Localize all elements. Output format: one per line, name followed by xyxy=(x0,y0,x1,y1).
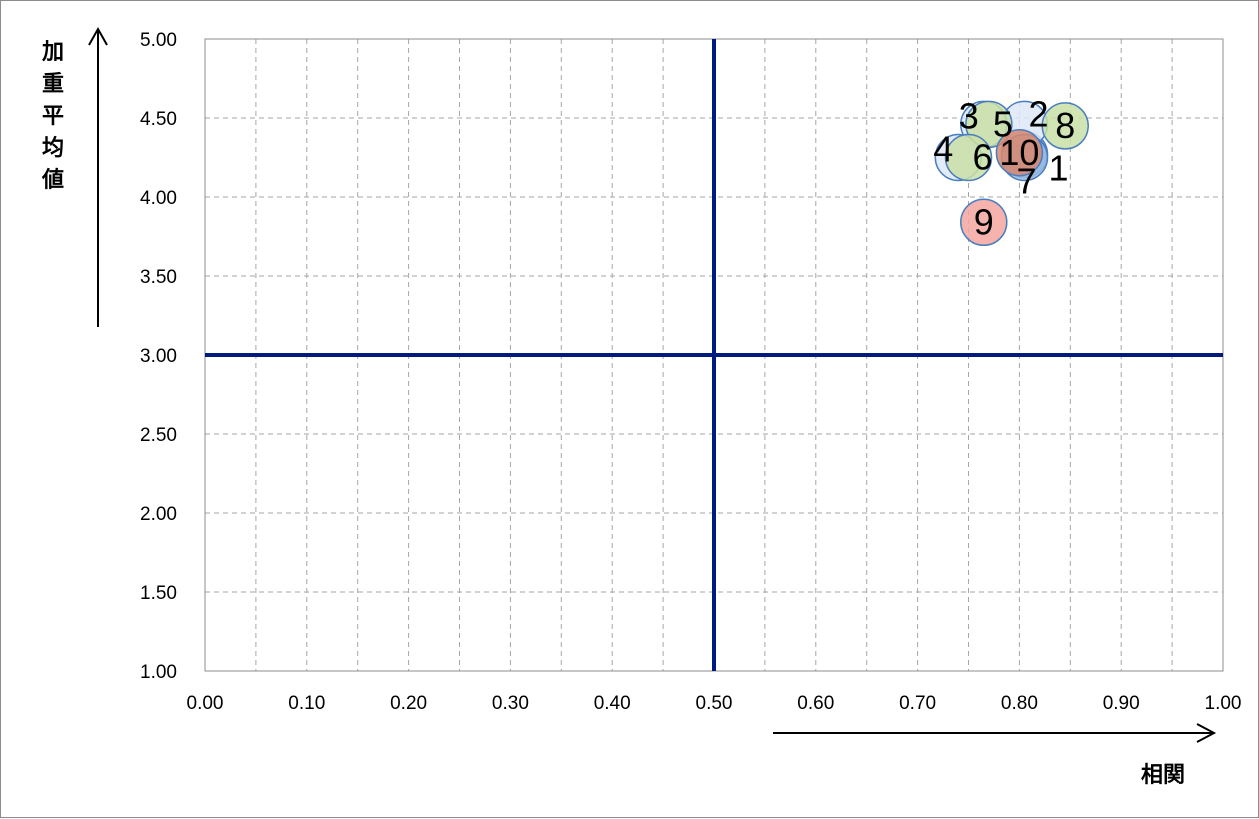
x-tick-label: 0.70 xyxy=(899,693,936,714)
y-tick-label: 3.50 xyxy=(140,267,177,288)
y-axis-title: 加 重 平 均 値 xyxy=(41,40,64,193)
data-point-label-5: 5 xyxy=(993,103,1013,144)
y-tick-label: 4.50 xyxy=(140,109,177,130)
data-point-label-6: 6 xyxy=(972,137,992,178)
data-point-label-4: 4 xyxy=(933,129,953,170)
data-point-8 xyxy=(1041,102,1089,150)
y-title-char-2: 平 xyxy=(42,104,64,129)
y-axis-tick-labels: 1.00 1.50 2.00 2.50 3.00 3.50 4.00 4.50 5.00 xyxy=(140,30,177,683)
x-axis-tick-labels: 0.00 0.10 0.20 0.30 0.40 0.50 0.60 0.70 0.80 0.90… xyxy=(187,693,1242,714)
x-tick-label: 1.00 xyxy=(1205,693,1242,714)
data-point-label-10: 10 xyxy=(999,132,1039,173)
y-axis-arrow xyxy=(88,26,108,327)
data-point-6 xyxy=(944,133,993,182)
data-point-label-9: 9 xyxy=(974,201,994,242)
x-tick-label: 0.60 xyxy=(797,693,834,714)
data-point-10 xyxy=(995,129,1044,177)
y-tick-label: 2.50 xyxy=(140,425,177,446)
reference-lines xyxy=(205,39,1223,671)
data-point-label-1: 1 xyxy=(1048,147,1068,188)
y-tick-label: 1.00 xyxy=(140,662,177,683)
y-title-char-1: 重 xyxy=(42,72,64,97)
x-tick-label: 0.10 xyxy=(288,693,325,714)
data-point-9 xyxy=(960,198,1008,247)
y-tick-label: 2.00 xyxy=(140,504,177,525)
y-tick-label: 3.00 xyxy=(140,346,177,367)
x-axis-arrow xyxy=(773,723,1217,743)
y-tick-label: 1.50 xyxy=(140,583,177,604)
data-point-label-3: 3 xyxy=(959,95,979,136)
x-tick-label: 0.30 xyxy=(492,693,529,714)
x-tick-label: 0.20 xyxy=(390,693,427,714)
y-tick-label: 4.00 xyxy=(140,188,177,209)
x-tick-label: 0.90 xyxy=(1103,693,1140,714)
data-point-label-7: 7 xyxy=(1016,161,1036,202)
x-tick-label: 0.00 xyxy=(187,693,224,714)
x-tick-label: 0.80 xyxy=(1001,693,1038,714)
y-tick-label: 5.00 xyxy=(140,30,177,51)
y-title-char-4: 値 xyxy=(41,168,64,193)
x-axis-title: 相関 xyxy=(1141,763,1185,788)
data-point-label-2: 2 xyxy=(1028,93,1048,134)
y-title-char-3: 均 xyxy=(42,135,64,161)
x-tick-label: 0.40 xyxy=(594,693,631,714)
x-tick-label: 0.50 xyxy=(696,693,733,714)
y-title-char-0: 加 xyxy=(41,40,64,65)
data-point-label-8: 8 xyxy=(1055,105,1075,146)
